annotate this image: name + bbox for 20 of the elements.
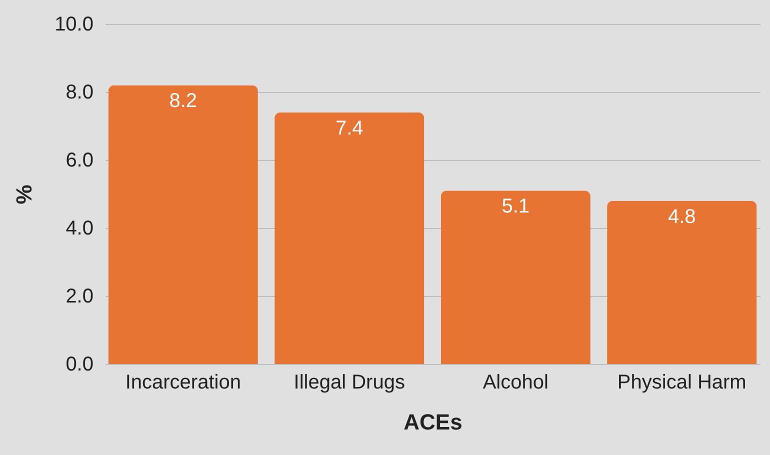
bar [108, 85, 258, 364]
y-tick-label: 2.0 [66, 286, 94, 308]
y-axis-title: % [12, 184, 37, 204]
y-tick-label: 4.0 [66, 218, 94, 240]
x-tick-label: Illegal Drugs [294, 372, 405, 394]
bar [274, 112, 424, 364]
y-tick-label: 6.0 [66, 150, 94, 172]
data-label: 4.8 [668, 206, 696, 228]
data-label: 8.2 [169, 90, 198, 112]
x-tick-label: Incarceration [125, 372, 241, 394]
y-tick-label: 10.0 [54, 14, 94, 36]
x-tick-label: Physical Harm [617, 372, 746, 394]
data-label: 5.1 [502, 196, 530, 218]
bar [440, 190, 590, 364]
data-label: 7.4 [335, 117, 364, 140]
bar [607, 200, 757, 364]
x-tick-label: Alcohol [482, 372, 548, 394]
y-tick-label: 8.0 [66, 82, 94, 104]
x-axis-title: ACEs [404, 410, 462, 434]
y-tick-label: 0.0 [66, 354, 94, 376]
